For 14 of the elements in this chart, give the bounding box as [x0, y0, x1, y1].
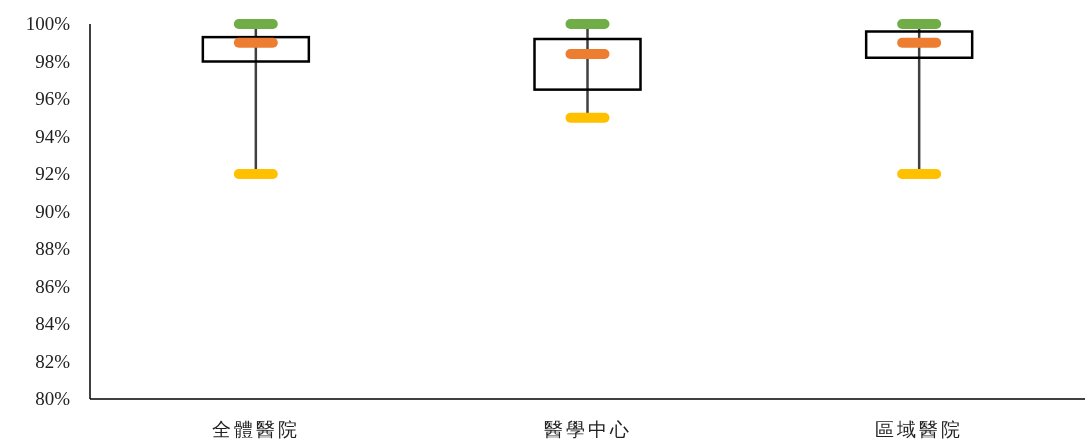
y-tick-label: 82%	[35, 350, 71, 372]
y-tick-label: 80%	[35, 388, 71, 409]
y-tick-label: 90%	[35, 200, 71, 222]
y-tick-label: 94%	[35, 125, 71, 147]
x-tick-label: 醫學中心	[543, 419, 632, 439]
y-tick-label: 98%	[35, 50, 71, 72]
y-tick-label: 84%	[35, 313, 71, 334]
y-tick-label: 92%	[35, 163, 71, 184]
y-tick-label: 88%	[35, 238, 71, 259]
y-tick-label: 100%	[25, 13, 71, 34]
x-tick-label: 全體醫院	[211, 419, 300, 439]
y-tick-label: 86%	[35, 275, 71, 297]
y-tick-label: 96%	[35, 88, 71, 109]
x-tick-label: 區域醫院	[875, 419, 964, 439]
